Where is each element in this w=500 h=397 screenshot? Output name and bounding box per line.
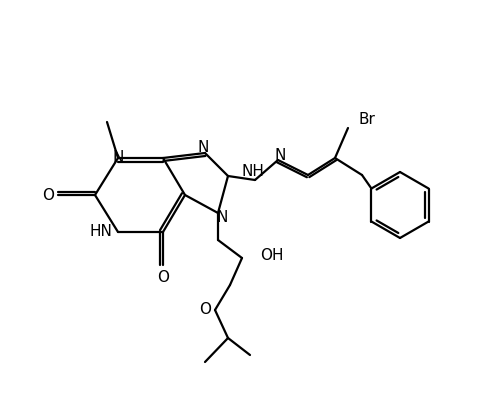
Text: O: O (42, 187, 54, 202)
Text: N: N (274, 148, 285, 162)
Text: N: N (198, 141, 208, 156)
Text: O: O (199, 303, 211, 318)
Text: HN: HN (89, 224, 112, 239)
Text: Br: Br (358, 112, 375, 127)
Text: N: N (216, 210, 228, 224)
Text: NH: NH (242, 164, 264, 179)
Text: OH: OH (260, 247, 283, 262)
Text: N: N (112, 150, 124, 166)
Text: O: O (157, 270, 169, 285)
